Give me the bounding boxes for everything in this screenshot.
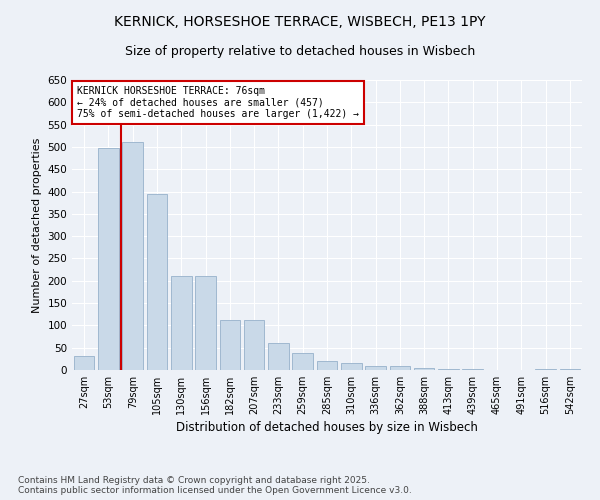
Bar xyxy=(268,343,289,370)
Text: KERNICK, HORSESHOE TERRACE, WISBECH, PE13 1PY: KERNICK, HORSESHOE TERRACE, WISBECH, PE1… xyxy=(114,15,486,29)
Bar xyxy=(244,320,265,370)
Bar xyxy=(535,369,556,370)
Bar xyxy=(171,276,191,370)
Bar xyxy=(365,366,386,370)
Bar xyxy=(438,368,459,370)
Bar xyxy=(463,368,483,370)
X-axis label: Distribution of detached houses by size in Wisbech: Distribution of detached houses by size … xyxy=(176,421,478,434)
Bar xyxy=(560,368,580,370)
Y-axis label: Number of detached properties: Number of detached properties xyxy=(32,138,42,312)
Bar xyxy=(292,353,313,370)
Bar xyxy=(122,142,143,370)
Bar xyxy=(98,148,119,370)
Bar xyxy=(414,368,434,370)
Bar xyxy=(146,194,167,370)
Bar xyxy=(317,361,337,370)
Bar xyxy=(195,276,216,370)
Text: Contains HM Land Registry data © Crown copyright and database right 2025.
Contai: Contains HM Land Registry data © Crown c… xyxy=(18,476,412,495)
Bar xyxy=(389,366,410,370)
Text: Size of property relative to detached houses in Wisbech: Size of property relative to detached ho… xyxy=(125,45,475,58)
Bar xyxy=(341,364,362,370)
Text: KERNICK HORSESHOE TERRACE: 76sqm
← 24% of detached houses are smaller (457)
75% : KERNICK HORSESHOE TERRACE: 76sqm ← 24% o… xyxy=(77,86,359,119)
Bar xyxy=(220,320,240,370)
Bar xyxy=(74,356,94,370)
